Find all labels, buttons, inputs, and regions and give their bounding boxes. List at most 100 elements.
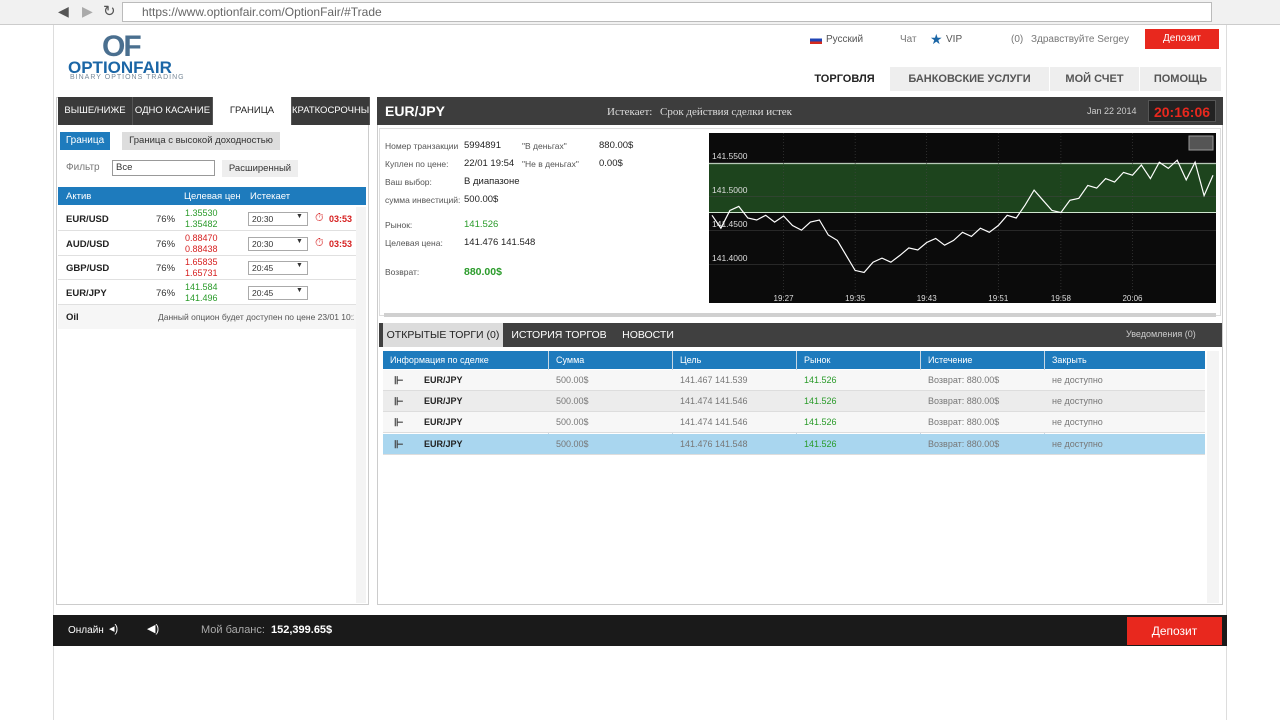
row-icon: ⊩ (394, 417, 404, 430)
chat[interactable]: Чат (900, 34, 917, 45)
expiry-select[interactable]: 20:30 (248, 236, 308, 251)
trade-cell[interactable]: не доступно (1052, 396, 1103, 407)
product-tab[interactable]: ГРАНИЦА (213, 97, 292, 125)
trade-cell: Возврат: 880.00$ (928, 438, 1000, 449)
asset-row (58, 232, 366, 256)
filter-advanced[interactable]: Расширенный (222, 160, 298, 177)
bottom-tab[interactable]: НОВОСТИ (614, 323, 682, 347)
oil-row (58, 305, 356, 329)
x-tick-label: 19:51 (988, 294, 1009, 303)
nav-tab[interactable]: БАНКОВСКИЕ УСЛУГИ (890, 67, 1050, 91)
trade-pair: EUR/JPY (385, 103, 445, 119)
asset-payout: 76% (156, 287, 176, 299)
y-tick-label: 141.5000 (712, 185, 748, 195)
x-tick-label: 19:43 (917, 294, 938, 303)
trade-cell[interactable]: не доступно (1052, 417, 1103, 428)
filter-label: Фильтр (66, 162, 100, 173)
trade-cell[interactable]: не доступно (1052, 375, 1103, 385)
sound-button[interactable]: ◀) (147, 623, 160, 635)
trade-cell: 500.00$ (556, 438, 589, 449)
select-arrow: ▼ (296, 262, 303, 269)
online: Онлайн (68, 625, 104, 636)
language[interactable]: Русский (826, 34, 864, 45)
url-field (122, 2, 1212, 22)
asset-name[interactable]: AUD/USD (66, 238, 110, 250)
bottom-tab[interactable]: ИСТОРИЯ ТОРГОВ (505, 323, 613, 347)
asset-name[interactable]: EUR/JPY (66, 287, 107, 299)
oil-note: Данный опцион будет доступен по цене 23/… (158, 312, 354, 322)
target-band (709, 163, 1216, 213)
balance-label: Мой баланс: (201, 624, 265, 636)
trade-cell: 141.526 (804, 438, 837, 449)
expiry-select[interactable]: 20:30 (248, 212, 308, 226)
trade-row (383, 433, 1205, 455)
reload-button[interactable]: ↻ (103, 3, 116, 20)
asset-price-high: 1.65835 (185, 257, 218, 267)
bottom-tab[interactable]: ОТКРЫТЫЕ ТОРГИ (0) (383, 323, 503, 347)
trade-cell: EUR/JPY (424, 396, 463, 407)
select-arrow: ▼ (296, 286, 303, 294)
expiry-select[interactable]: 20:45 (248, 261, 308, 275)
nav-tab[interactable]: ПОМОЩЬ (1140, 67, 1222, 91)
expires-label: Истекает: (607, 106, 653, 118)
vip-star: ★ (930, 31, 943, 47)
trade-cell: EUR/JPY (424, 438, 463, 449)
asset-name[interactable]: GBP/USD (66, 263, 110, 274)
deposit-button[interactable]: Депозит (1145, 29, 1219, 49)
notifications[interactable]: Уведомления (0) (1126, 329, 1196, 339)
product-tab[interactable]: ВЫШЕ/НИЖЕ (58, 97, 133, 125)
x-tick-label: 19:35 (845, 294, 866, 303)
chart-type-button[interactable] (1188, 135, 1214, 151)
trade-cell: Возврат: 880.00$ (928, 375, 1000, 385)
outcome-value: 0.00$ (599, 158, 623, 169)
left-panel (56, 97, 369, 605)
trade-cell: 141.476 141.548 (680, 438, 748, 449)
chart-bottom-bar (384, 313, 1216, 317)
trade-cell: 500.00$ (556, 375, 589, 385)
subtab[interactable]: Граница (60, 132, 110, 150)
detail-value: 500.00$ (464, 194, 499, 205)
subtab[interactable]: Граница с высокой доходностью (122, 132, 280, 150)
back-button[interactable]: ◀ (58, 3, 69, 19)
trades-header-cell: Рынок (804, 355, 831, 365)
detail-label: Номер транзакции (385, 141, 459, 151)
vip[interactable]: VIP (946, 34, 963, 45)
detail-label: Ваш выбор: (385, 177, 432, 187)
detail-value: 880.00$ (464, 266, 502, 278)
outcome-label: "В деньгах" (522, 141, 567, 151)
asset-row (58, 207, 366, 231)
nav-tab[interactable]: ТОРГОВЛЯ (800, 67, 890, 91)
asset-payout: 76% (156, 238, 176, 250)
nav-tab[interactable]: МОЙ СЧЕТ (1050, 67, 1140, 91)
product-tab[interactable]: ОДНО КАСАНИЕ (133, 97, 213, 125)
trade-cell: 141.474 141.546 (680, 396, 748, 407)
outcome-label: "Не в деньгах" (522, 159, 579, 169)
footer-deposit[interactable]: Депозит (1127, 617, 1222, 645)
trade-row (383, 391, 1205, 413)
y-tick-label: 141.4000 (712, 253, 748, 263)
detail-value: 141.476 141.548 (464, 237, 536, 248)
assets-header-cell: Актив (66, 191, 92, 202)
asset-name[interactable]: EUR/USD (66, 214, 109, 225)
url[interactable]: https://www.optionfair.com/OptionFair/#T… (142, 5, 382, 19)
asset-payout: 76% (156, 214, 176, 225)
detail-label: Куплен по цене: (385, 159, 449, 169)
filter-select[interactable]: Все (112, 160, 215, 176)
balance: 152,399.65$ (271, 624, 333, 636)
asset-price-high: 0.88470 (185, 232, 218, 243)
logo-name: OPTIONFAIR (68, 58, 172, 77)
trade-row (383, 412, 1205, 434)
trade-date: Jan 22 2014 (1087, 106, 1137, 116)
messages[interactable]: (0) (1011, 34, 1024, 45)
forward-button[interactable]: ▶ (82, 3, 93, 19)
trades-header-cell: Сумма (556, 355, 585, 365)
trade-cell: 141.467 141.539 (680, 375, 748, 385)
trade-cell[interactable]: не доступно (1052, 438, 1103, 449)
expiry-select[interactable]: 20:45 (248, 285, 308, 300)
greeting[interactable]: Здравствуйте Sergey (1031, 34, 1129, 45)
asset-row (58, 281, 366, 305)
product-tab[interactable]: КРАТКОСРОЧНЫЙ (292, 97, 370, 125)
select-arrow: ▼ (296, 213, 303, 220)
trade-cell: Возврат: 880.00$ (928, 396, 1000, 407)
